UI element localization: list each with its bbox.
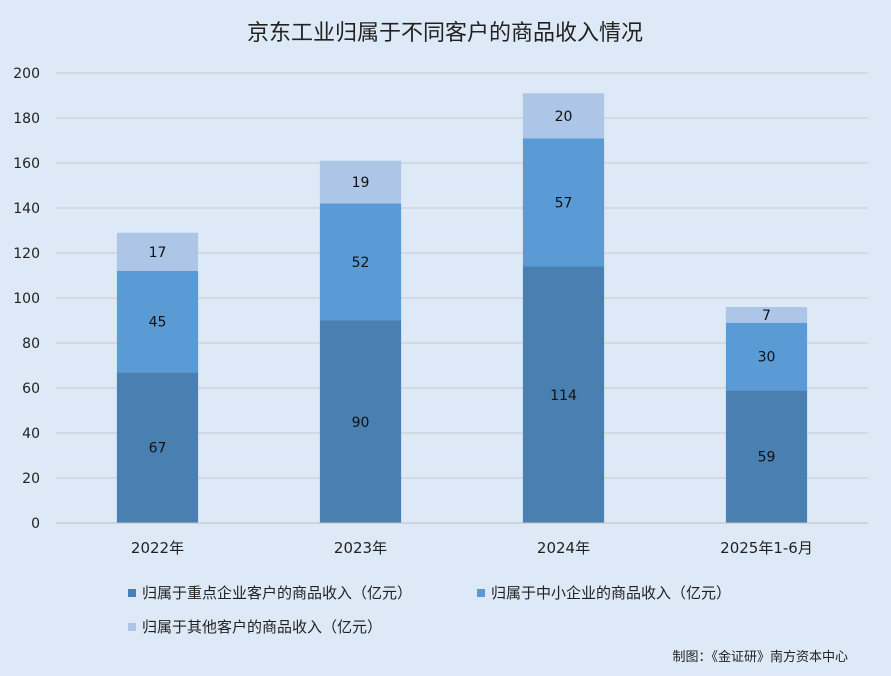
legend-swatch [477, 589, 485, 597]
data-label: 20 [555, 109, 573, 125]
data-label: 7 [762, 308, 771, 324]
bar-segment [116, 372, 199, 523]
data-label: 19 [352, 175, 370, 191]
legend-label: 归属于重点企业客户的商品收入（亿元） [142, 584, 412, 602]
bar-segment [319, 160, 402, 204]
data-label: 45 [149, 315, 167, 331]
y-tick-label: 0 [31, 516, 40, 532]
bar-segment [725, 390, 808, 523]
legend-swatch [128, 623, 136, 631]
data-label: 30 [758, 350, 776, 366]
y-tick-label: 160 [13, 156, 40, 172]
y-tick-label: 120 [13, 246, 40, 262]
x-category-label: 2025年1-6月 [720, 539, 813, 557]
legend-swatch [128, 589, 136, 597]
y-tick-label: 180 [13, 111, 40, 127]
chart-title: 京东工业归属于不同客户的商品收入情况 [247, 21, 643, 46]
y-tick-label: 100 [13, 291, 40, 307]
y-tick-label: 200 [13, 66, 40, 82]
legend: 归属于重点企业客户的商品收入（亿元） 归属于中小企业的商品收入（亿元） 归属于其他客… [128, 584, 731, 636]
data-label: 114 [550, 388, 577, 404]
x-category-label: 2022年 [131, 539, 184, 557]
legend-label: 归属于中小企业的商品收入（亿元） [491, 584, 731, 602]
x-category-label: 2024年 [537, 539, 590, 557]
bar-segment [522, 266, 605, 523]
data-label: 67 [149, 441, 167, 457]
legend-label: 归属于其他客户的商品收入（亿元） [142, 618, 382, 636]
bar-segment [725, 322, 808, 391]
credit-text: 制图：《金证研》南方资本中心 [672, 649, 848, 665]
y-tick-label: 60 [22, 381, 40, 397]
bar-segment [116, 271, 199, 373]
bar-segment [319, 203, 402, 321]
data-label: 57 [555, 195, 573, 211]
y-tick-label: 20 [22, 471, 40, 487]
data-label: 52 [352, 255, 370, 271]
x-axis: 2022年 2023年 2024年 2025年1-6月 [56, 522, 868, 557]
y-axis: 0 20 40 60 80 100 120 140 160 180 200 [13, 66, 40, 532]
y-tick-label: 80 [22, 336, 40, 352]
x-category-label: 2023年 [334, 539, 387, 557]
data-label: 90 [352, 415, 370, 431]
bar-segment [522, 138, 605, 267]
bar-segment [725, 307, 808, 323]
bars: 67 45 17 90 52 19 114 57 20 59 30 7 [116, 93, 808, 523]
bar-segment [116, 232, 199, 271]
y-tick-label: 140 [13, 201, 40, 217]
data-label: 17 [149, 245, 167, 261]
bar-segment [522, 93, 605, 139]
bar-segment [319, 320, 402, 523]
y-tick-label: 40 [22, 426, 40, 442]
data-label: 59 [758, 450, 776, 466]
